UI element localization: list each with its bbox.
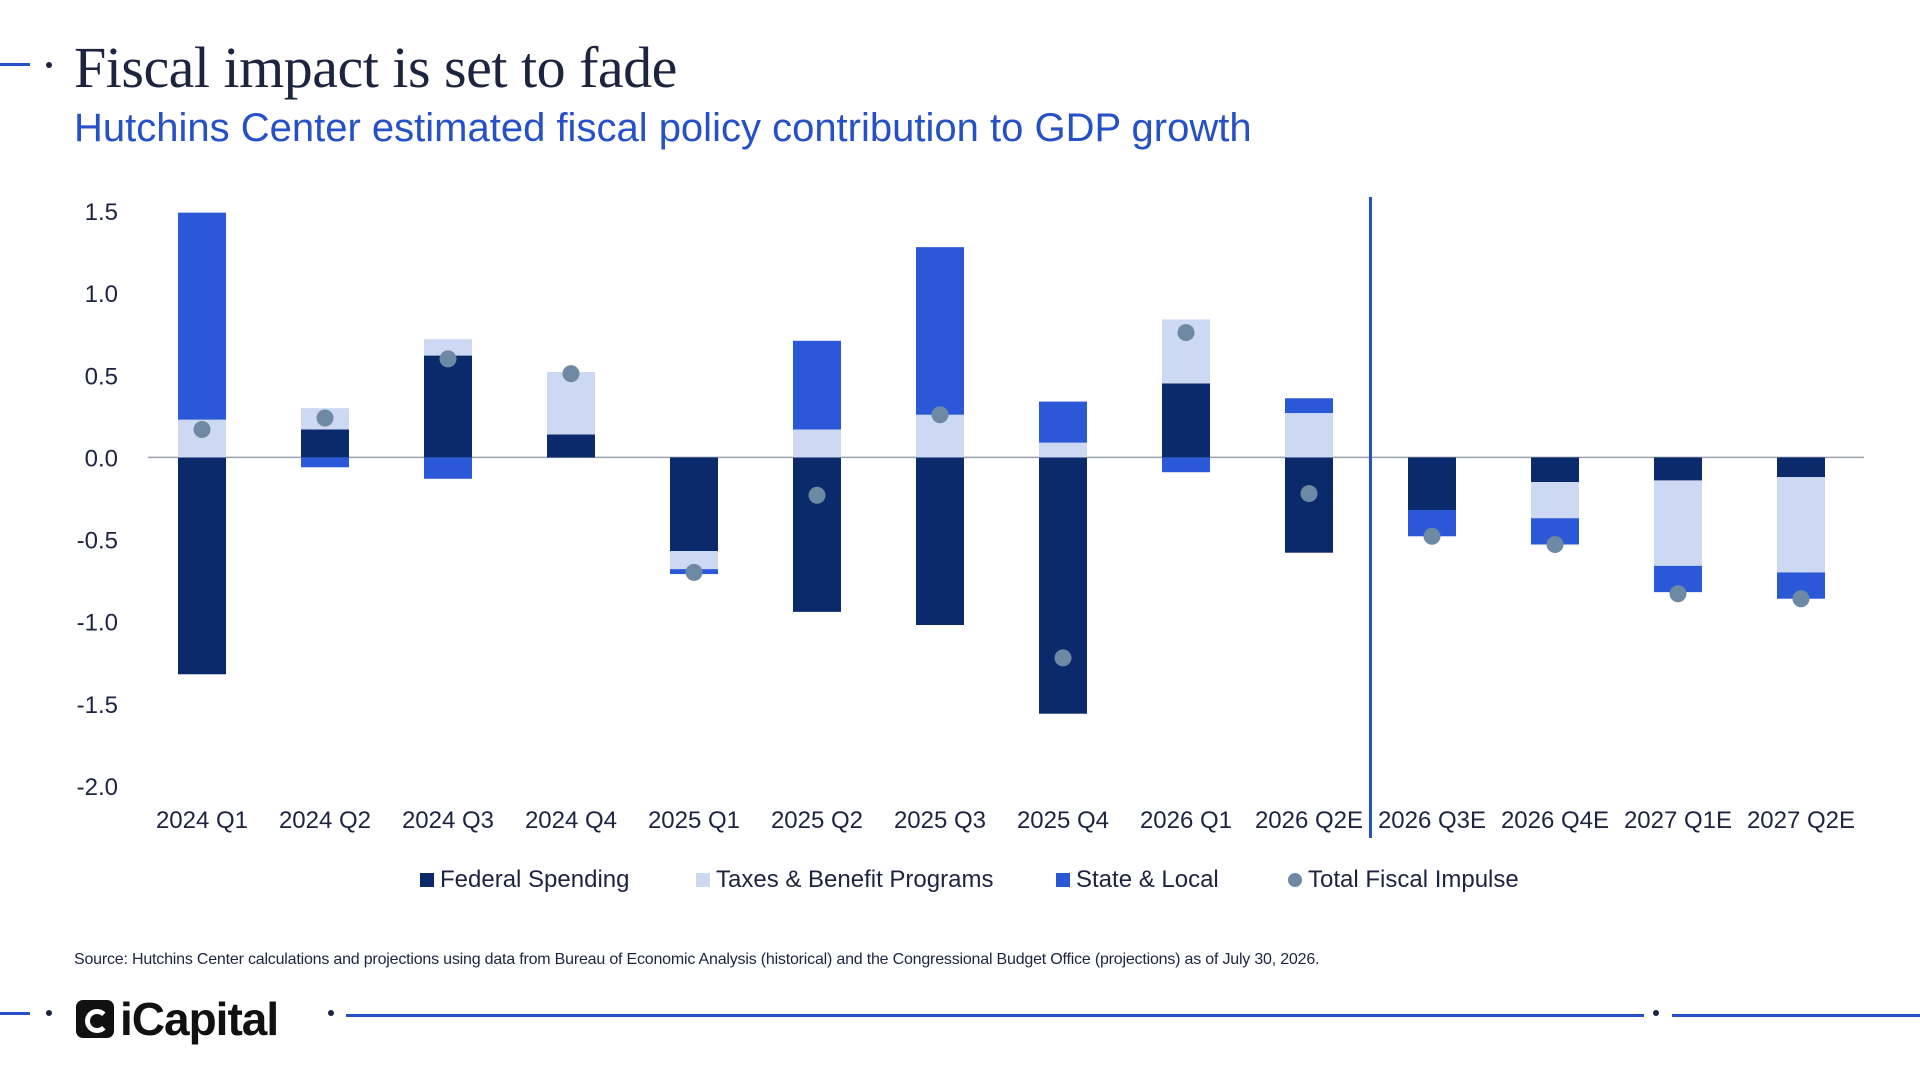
federal-spending-bar (424, 355, 472, 458)
footer-line-right (1672, 1014, 1920, 1017)
federal-spending-bar (547, 434, 595, 458)
total-fiscal-impulse-point (1300, 485, 1318, 503)
total-fiscal-impulse-point (316, 409, 334, 427)
source-note: Source: Hutchins Center calculations and… (74, 951, 1320, 968)
state-local-bar (1162, 457, 1210, 473)
total-fiscal-impulse-point (685, 563, 703, 581)
total-fiscal-impulse-point (1177, 324, 1195, 342)
footer-dot-left (46, 1010, 52, 1016)
footer-line-left (346, 1014, 1644, 1017)
legend-item-state: State & Local (1056, 866, 1219, 894)
footer-dot-mid (328, 1010, 334, 1016)
x-tick-label: 2024 Q1 (156, 807, 248, 834)
federal-spending-bar (1285, 457, 1333, 553)
federal-spending-bar (1408, 457, 1456, 510)
header-dash-decoration (0, 63, 30, 66)
y-tick-label: 1.0 (85, 281, 118, 308)
x-tick-label: 2026 Q4E (1501, 807, 1609, 834)
total-fiscal-impulse-point (1669, 585, 1687, 603)
x-tick-label: 2027 Q1E (1624, 807, 1732, 834)
legend-label-federal: Federal Spending (440, 866, 630, 893)
total-fiscal-impulse-point (808, 486, 826, 504)
federal-spending-bar (1777, 457, 1825, 478)
x-tick-label: 2025 Q3 (894, 807, 986, 834)
legend-swatch-taxes (696, 873, 710, 887)
y-tick-label: 0.5 (85, 363, 118, 390)
legend-item-total: Total Fiscal Impulse (1288, 866, 1519, 894)
taxes-benefit-bar (1285, 413, 1333, 458)
brand-logo: iCapital (76, 992, 279, 1046)
legend-label-state: State & Local (1076, 866, 1219, 893)
federal-spending-bar (178, 457, 226, 675)
y-tick-label: -0.5 (77, 528, 118, 555)
x-tick-label: 2025 Q4 (1017, 807, 1109, 834)
legend-label-total: Total Fiscal Impulse (1308, 866, 1519, 893)
legend-label-taxes: Taxes & Benefit Programs (716, 866, 994, 893)
x-tick-label: 2025 Q1 (648, 807, 740, 834)
federal-spending-bar (1654, 457, 1702, 481)
legend-swatch-federal (420, 873, 434, 887)
x-tick-label: 2027 Q2E (1747, 807, 1855, 834)
total-fiscal-impulse-point (439, 350, 457, 368)
state-local-bar (301, 457, 349, 468)
federal-spending-bar (1039, 457, 1087, 714)
x-tick-label: 2024 Q4 (525, 807, 617, 834)
federal-spending-bar (670, 457, 718, 552)
federal-spending-bar (1162, 383, 1210, 458)
state-local-bar (1285, 398, 1333, 414)
x-tick-label: 2025 Q2 (771, 807, 863, 834)
y-tick-label: 0.0 (85, 445, 118, 472)
federal-spending-bar (301, 429, 349, 458)
taxes-benefit-bar (670, 551, 718, 570)
y-tick-label: -1.5 (77, 692, 118, 719)
state-local-bar (916, 247, 964, 415)
total-fiscal-impulse-point (1792, 590, 1810, 608)
taxes-benefit-bar (1777, 477, 1825, 573)
y-tick-label: -1.0 (77, 610, 118, 637)
fiscal-impact-chart: 1.5 1.0 0.5 0.0 -0.5 -1.0 -1.5 -2.0 2024 Q1 2024 … (77, 197, 1864, 838)
x-tick-label: 2026 Q3E (1378, 807, 1486, 834)
x-tick-label: 2024 Q2 (279, 807, 371, 834)
taxes-benefit-bar (1531, 482, 1579, 519)
legend-item-federal: Federal Spending (420, 866, 629, 894)
total-fiscal-impulse-point (193, 421, 211, 438)
federal-spending-bar (916, 457, 964, 625)
page-title: Fiscal impact is set to fade (74, 35, 677, 100)
x-tick-label: 2026 Q2E (1255, 807, 1363, 834)
taxes-benefit-bar (1039, 442, 1087, 458)
x-tick-label: 2024 Q3 (402, 807, 494, 834)
taxes-benefit-bar (424, 339, 472, 356)
legend-swatch-state (1056, 873, 1070, 887)
y-tick-label: -2.0 (77, 774, 118, 801)
federal-spending-bar (793, 457, 841, 612)
footer-dot-right (1653, 1010, 1659, 1016)
icapital-logo-icon (76, 1000, 114, 1038)
total-fiscal-impulse-point (1546, 536, 1564, 553)
page-subtitle: Hutchins Center estimated fiscal policy … (74, 106, 1252, 150)
footer-dash-decoration (0, 1012, 30, 1015)
brand-name: iCapital (120, 993, 279, 1045)
y-tick-label: 1.5 (85, 199, 118, 226)
federal-spending-bar (1531, 457, 1579, 483)
header-dot-decoration (46, 62, 52, 68)
total-fiscal-impulse-point (1423, 527, 1441, 545)
taxes-benefit-bar (793, 429, 841, 458)
total-fiscal-impulse-point (931, 406, 949, 424)
state-local-bar (1039, 401, 1087, 443)
chart-legend: Federal Spending Taxes & Benefit Program… (0, 866, 1920, 896)
state-local-bar (178, 212, 226, 420)
legend-swatch-total (1288, 873, 1302, 887)
state-local-bar (793, 340, 841, 430)
legend-item-taxes: Taxes & Benefit Programs (696, 866, 993, 894)
total-fiscal-impulse-point (1054, 649, 1072, 667)
x-tick-label: 2026 Q1 (1140, 807, 1232, 834)
taxes-benefit-bar (1654, 480, 1702, 566)
total-fiscal-impulse-point (562, 365, 580, 383)
taxes-benefit-bar (547, 372, 595, 435)
state-local-bar (424, 457, 472, 479)
